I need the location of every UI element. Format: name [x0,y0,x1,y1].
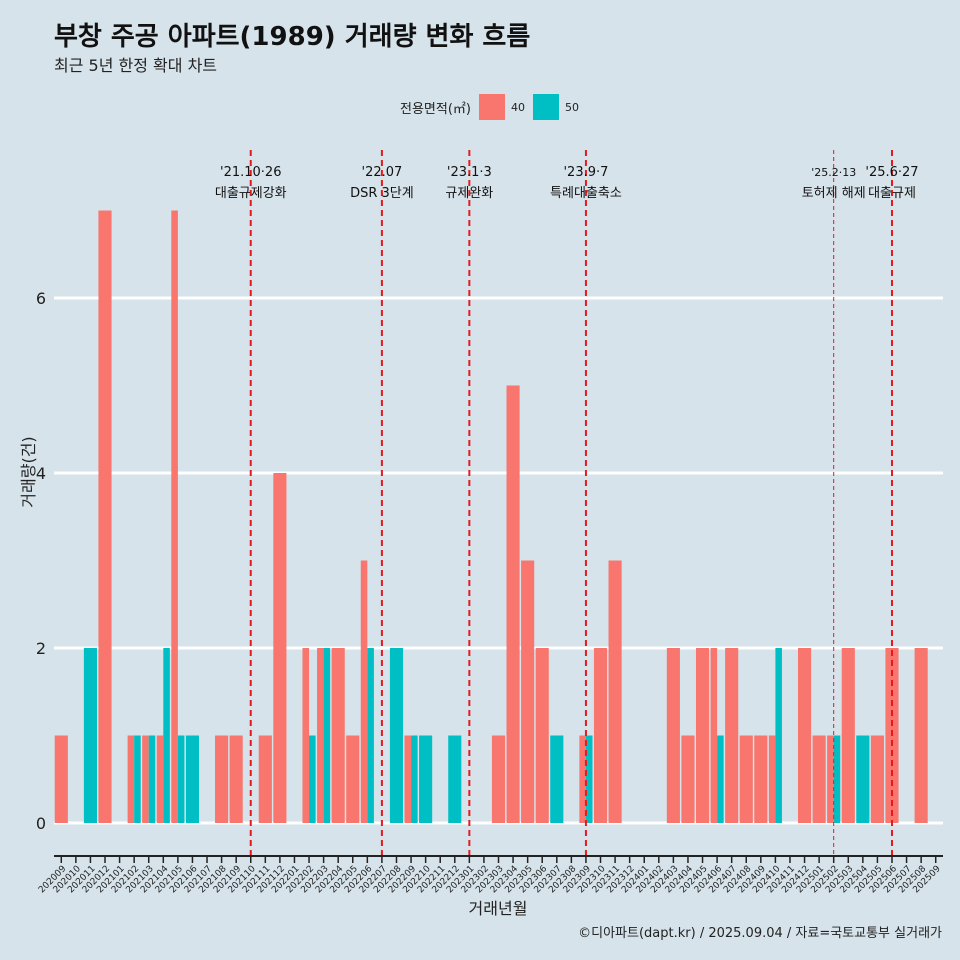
bar-50-202406 [717,735,724,823]
y-axis-label: 거래량(건) [19,436,38,507]
bar-40-202209 [404,735,412,823]
event-date: '25.2·13 [811,166,856,179]
bar-40-202305 [521,560,535,823]
bar-40-202108 [215,735,229,823]
bar-40-202501 [812,735,826,823]
bar-40-202503 [841,648,855,823]
bar-40-202205 [346,735,360,823]
source-caption: ©디아파트(dapt.kr) / 2025.09.04 / 자료=국토교통부 실… [578,926,942,941]
y-tick-label: 6 [36,289,46,308]
bar-40-202404 [681,735,695,823]
event-lines: '21.10·26 대출규제강화 '22.07 DSR 3단계 '23.1·3 규제완화 '… [215,150,919,856]
legend-swatch-40 [478,94,505,120]
event-label: 토허제 해제 [802,186,866,201]
bar-40-202311 [608,560,622,823]
bar-40-202104 [156,735,164,823]
page-title: 부창 주공 아파트(1989) 거래량 변화 흐름 [54,22,531,52]
bar-40-202309 [579,735,586,823]
bar-50-202103 [148,735,156,823]
y-tick-label: 0 [36,814,46,833]
y-tick-label: 4 [36,464,46,483]
bar-50-202102 [134,735,141,823]
bar-40-202304 [506,385,520,823]
bar-50-202208 [389,648,404,823]
legend-title: 전용면적(㎡) [400,101,471,117]
bar-40-202408 [739,735,753,823]
bar-40-202105 [171,210,178,823]
bar-50-202309 [585,735,593,823]
event-date: '21.10·26 [220,165,281,180]
event-label: DSR 3단계 [350,186,414,201]
bar-40-202206 [360,560,368,823]
legend-label-40: 40 [510,100,525,114]
page-subtitle: 최근 5년 한정 확대 차트 [54,56,218,75]
bar-40-202112 [273,473,287,823]
bar-40-202203 [317,648,324,823]
legend-swatch-50 [532,94,559,120]
bar-40-202303 [491,735,506,823]
bar-40-202102 [127,735,135,823]
bar-50-202212 [448,735,462,823]
bar-50-202106 [185,735,200,823]
legend-label-50: 50 [564,100,579,114]
x-axis-label: 거래년월 [469,899,528,918]
event-label: 대출규제 [868,186,916,201]
bar-40-202410 [768,735,776,823]
bar-40-202306 [535,648,549,823]
bar-40-202409 [754,735,768,823]
bar-40-202505 [870,735,884,823]
bar-40-202508 [914,648,928,823]
bar-40-202403 [666,648,680,823]
bar-40-202412 [797,648,812,823]
bar-40-202502 [827,735,834,823]
bar-50-202202 [309,735,316,823]
bar-40-202012 [98,210,112,823]
axes: 2020092020102020112020122021012021022021… [37,855,943,895]
bar-40-202109 [229,735,243,823]
y-tick-label: 2 [36,639,46,658]
legend: 전용면적(㎡) 40 50 [400,93,587,121]
event-date: '25.6·27 [865,165,918,180]
bar-40-202009 [54,735,68,823]
bar-50-202210 [419,735,433,823]
bar-50-202104 [163,648,170,823]
bar-40-202310 [593,648,608,823]
event-date: '23.1·3 [447,165,492,180]
bar-40-202103 [142,735,149,823]
bars [54,210,928,823]
bar-50-202504 [856,735,870,823]
event-date: '23.9·7 [563,165,608,180]
event-date: '22.07 [362,165,403,180]
bar-50-202206 [367,648,374,823]
bar-50-202410 [775,648,782,823]
bar-50-202502 [833,735,841,823]
bar-50-202307 [550,735,564,823]
bar-40-202406 [710,648,718,823]
bar-50-202105 [177,735,185,823]
bar-50-202203 [323,648,331,823]
bar-40-202405 [695,648,710,823]
bar-40-202202 [302,648,310,823]
bar-50-202011 [83,648,97,823]
event-label: 특례대출축소 [550,186,622,201]
bar-40-202204 [331,648,345,823]
event-label: 대출규제강화 [215,186,287,201]
event-label: 규제완화 [445,186,493,201]
bar-50-202209 [411,735,418,823]
bar-40-202111 [258,735,272,823]
bar-40-202407 [725,648,739,823]
